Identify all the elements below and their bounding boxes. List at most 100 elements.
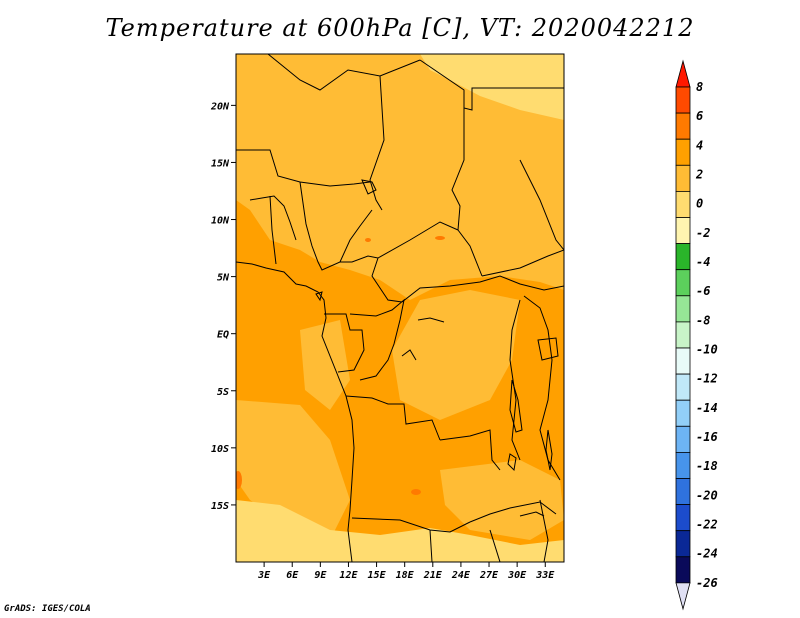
lon-tick-label: 24E [451, 570, 471, 581]
colorbar-swatch [675, 321, 691, 349]
field-region-north [236, 54, 564, 300]
border-car-south [401, 275, 564, 303]
lon-tick-label: 6E [286, 570, 299, 581]
chart-title: Temperature at 600hPa [C], VT: 202004221… [105, 14, 695, 42]
border-nigeria-north [299, 181, 373, 271]
border-zimbabwe [489, 529, 501, 562]
lat-tick-label: 15S [211, 501, 229, 512]
colorbar-swatch [675, 86, 691, 114]
colorbar-swatch [675, 425, 691, 453]
colorbar-swatch [675, 373, 691, 401]
colorbar-swatch [675, 138, 691, 166]
border-sudan-east [481, 249, 564, 277]
colorbar-swatch [675, 217, 691, 245]
lat-tick-label: EQ [217, 330, 229, 341]
lon-tick-label: 21E [423, 570, 443, 581]
warm-spot-car [435, 236, 445, 240]
border-niger-chad [369, 75, 385, 211]
lon-tick-label: 3E [257, 570, 271, 581]
coastline-west-africa [236, 261, 355, 562]
lon-tick-label: 27E [479, 570, 499, 581]
border-congo [349, 298, 405, 381]
colorbar-swatch [675, 478, 691, 506]
country-borders [236, 54, 564, 562]
border-gabon [324, 313, 365, 373]
colorbar-swatch [675, 164, 691, 192]
warm-spot-angola [411, 489, 421, 495]
colorbar-label: -12 [696, 372, 718, 386]
lat-tick-label: 10S [211, 444, 229, 455]
field-region-gabon [300, 320, 350, 410]
field-region-zambia [440, 460, 564, 540]
colorbar-swatch [675, 347, 691, 375]
colorbar-label: -6 [696, 284, 710, 298]
lat-tick-label: 20N [210, 101, 230, 112]
lake-malawi [545, 429, 553, 471]
river-congo-1 [417, 317, 445, 323]
border-ghana [269, 195, 277, 265]
colorbar-label: -10 [696, 343, 718, 357]
colorbar-swatch [675, 556, 691, 584]
colorbar-swatch [675, 190, 691, 218]
colorbar-swatch [675, 451, 691, 479]
colorbar: 8 6 4 2 0 -2 -4 -6 -8 -10 -12 -14 -16 -18 -20 -22 -24 -26 [675, 59, 718, 611]
colorbar-label: -14 [696, 401, 718, 415]
river-congo-2 [401, 349, 417, 361]
colorbar-label: 4 [696, 138, 703, 152]
colorbar-swatch [675, 399, 691, 427]
field-region-congo [392, 290, 520, 420]
border-mozambique [539, 499, 549, 562]
colorbar-label: 6 [696, 109, 703, 123]
colorbar-label: -24 [696, 547, 718, 561]
lat-tick-label: 5S [217, 387, 229, 398]
colorbar-label: 2 [695, 168, 703, 182]
colorbar-label: -20 [696, 488, 718, 502]
field-region-east [520, 290, 564, 470]
lat-tick-label: 10N [211, 216, 230, 227]
border-chad-sudan [451, 108, 483, 277]
colorbar-label: -26 [696, 576, 718, 590]
latitude-axis: 20N 15N 10N 5N EQ 5S 10S 15S [210, 101, 236, 512]
border-sudan-ethiopia [519, 159, 564, 251]
warm-spot-cameroon [365, 238, 371, 242]
field-region-sahara [420, 54, 564, 120]
lon-tick-label: 15E [368, 570, 387, 581]
lat-tick-label: 15N [211, 158, 230, 169]
map-frame [235, 53, 565, 563]
border-algeria-niger [267, 54, 421, 91]
lon-tick-label: 9E [314, 570, 327, 581]
colorbar-label: -22 [696, 518, 718, 532]
lat-tick-label: 5N [217, 273, 230, 284]
border-drc-west [345, 395, 441, 441]
colorbar-swatch [675, 530, 691, 558]
border-zambia-south [469, 501, 557, 523]
longitude-axis: 3E 6E 9E 12E 15E 18E 21E 24E 27E 30E 33E [257, 562, 555, 581]
colorbar-top-triangle [675, 59, 691, 88]
colorbar-label: -16 [696, 430, 718, 444]
colorbar-label: 8 [696, 80, 703, 94]
warm-spot-west [236, 471, 242, 489]
colorbar-swatch [675, 269, 691, 297]
colorbar-bottom-triangle [675, 582, 691, 611]
border-botswana [429, 529, 433, 562]
colorbar-label: 0 [696, 197, 703, 211]
colorbar-label: -2 [696, 226, 710, 240]
lake-mweru [507, 453, 517, 472]
lon-tick-label: 33E [535, 570, 555, 581]
lon-tick-label: 12E [339, 570, 358, 581]
border-libya-chad [419, 59, 564, 111]
colorbar-swatch [675, 504, 691, 532]
temperature-field [236, 54, 564, 562]
border-drc-south [439, 429, 501, 471]
field-region-south [236, 500, 564, 562]
colorbar-swatch [675, 295, 691, 323]
grads-credit: GrADS: IGES/COLA [4, 604, 91, 614]
colorbar-swatch [675, 243, 691, 271]
lake-victoria [537, 337, 559, 361]
island-bioko [315, 291, 323, 302]
colorbar-label: -4 [696, 255, 710, 269]
colorbar-swatch [675, 112, 691, 140]
lake-tanganyika [509, 379, 523, 433]
lake-kariba [519, 511, 545, 517]
